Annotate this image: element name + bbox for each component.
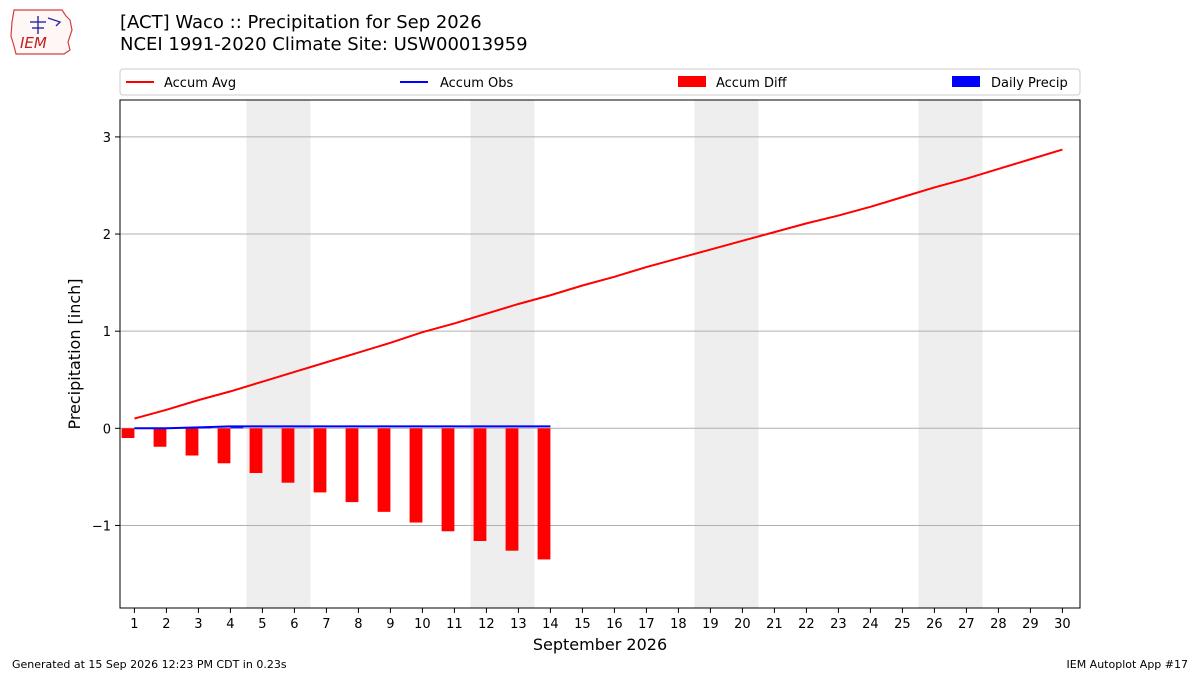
x-tick-label: 11 bbox=[446, 617, 463, 632]
legend-label: Accum Diff bbox=[716, 76, 788, 91]
legend-swatch bbox=[952, 76, 980, 87]
x-tick-label: 30 bbox=[1054, 617, 1071, 632]
x-tick-label: 27 bbox=[958, 617, 975, 632]
accum-diff-bar bbox=[473, 428, 487, 541]
x-tick-label: 18 bbox=[670, 617, 687, 632]
y-tick-label: 0 bbox=[103, 422, 111, 437]
accum-diff-bar bbox=[217, 428, 231, 464]
plot-frame bbox=[119, 99, 1081, 609]
accum-diff-bar bbox=[185, 428, 199, 456]
x-tick-label: 16 bbox=[606, 617, 623, 632]
x-tick-label: 20 bbox=[734, 617, 751, 632]
accum-diff-bar bbox=[441, 428, 455, 532]
x-tick-label: 8 bbox=[354, 617, 362, 632]
x-tick-label: 28 bbox=[990, 617, 1007, 632]
iem-logo: IEM bbox=[8, 6, 80, 58]
accum-diff-bar bbox=[313, 428, 327, 493]
x-tick-label: 23 bbox=[830, 617, 847, 632]
legend: Accum Avg Accum Obs Accum Diff Daily Precip bbox=[119, 68, 1081, 96]
legend-label: Accum Avg bbox=[164, 76, 236, 91]
accum-avg-line bbox=[134, 148, 1063, 420]
x-tick-label: 29 bbox=[1022, 617, 1039, 632]
iem-logo-graphic: IEM bbox=[10, 9, 73, 55]
accum-diff-bar bbox=[505, 428, 519, 551]
y-tick-label: 2 bbox=[103, 228, 111, 243]
legend-label: Daily Precip bbox=[991, 76, 1068, 91]
chart-title: [ACT] Waco :: Precipitation for Sep 2026… bbox=[120, 12, 528, 56]
svg-text:IEM: IEM bbox=[20, 34, 47, 52]
x-tick-label: 5 bbox=[258, 617, 266, 632]
x-tick-label: 3 bbox=[194, 617, 202, 632]
x-axis-label: September 2026 bbox=[533, 635, 667, 654]
footer-app: IEM Autoplot App #17 bbox=[1066, 658, 1189, 671]
x-tick-label: 9 bbox=[386, 617, 394, 632]
legend-box bbox=[119, 68, 1081, 96]
weekend-band bbox=[918, 100, 983, 608]
accum-diff-bar bbox=[409, 428, 423, 523]
x-tick-label: 6 bbox=[290, 617, 298, 632]
title-line-1: [ACT] Waco :: Precipitation for Sep 2026 bbox=[120, 12, 482, 33]
accum-diff-bar bbox=[281, 428, 295, 483]
x-tick-label: 17 bbox=[638, 617, 655, 632]
x-tick-label: 21 bbox=[766, 617, 783, 632]
x-tick-label: 4 bbox=[226, 617, 234, 632]
weekend-band bbox=[246, 100, 311, 608]
footer-generated: Generated at 15 Sep 2026 12:23 PM CDT in… bbox=[12, 658, 287, 671]
x-tick-label: 12 bbox=[478, 617, 495, 632]
x-tick-label: 2 bbox=[162, 617, 170, 632]
x-tick-label: 24 bbox=[862, 617, 879, 632]
x-tick-label: 26 bbox=[926, 617, 943, 632]
x-tick-label: 13 bbox=[510, 617, 527, 632]
legend-label: Accum Obs bbox=[440, 76, 513, 91]
title-line-2: NCEI 1991-2020 Climate Site: USW00013959 bbox=[120, 34, 528, 55]
y-tick-label: 1 bbox=[103, 325, 111, 340]
x-tick-label: 7 bbox=[322, 617, 330, 632]
y-axis-label: Precipitation [inch] bbox=[65, 278, 84, 429]
x-tick-label: 25 bbox=[894, 617, 911, 632]
y-tick-label: −1 bbox=[92, 519, 111, 534]
legend-swatch bbox=[678, 76, 706, 87]
accum-diff-bar bbox=[537, 428, 551, 560]
accum-diff-bar bbox=[153, 428, 167, 447]
x-tick-label: 22 bbox=[798, 617, 815, 632]
x-tick-label: 14 bbox=[542, 617, 559, 632]
x-tick-label: 1 bbox=[130, 617, 138, 632]
daily-precip-bar bbox=[230, 427, 244, 429]
accum-diff-bar bbox=[121, 428, 135, 439]
accum-diff-bar bbox=[377, 428, 391, 512]
weekend-band bbox=[694, 100, 759, 608]
x-tick-label: 15 bbox=[574, 617, 591, 632]
accum-obs-line bbox=[134, 425, 551, 430]
x-tick-label: 19 bbox=[702, 617, 719, 632]
y-tick-label: 3 bbox=[103, 131, 111, 146]
accum-diff-bar bbox=[249, 428, 263, 473]
accum-diff-bar bbox=[345, 428, 359, 503]
x-tick-label: 10 bbox=[414, 617, 431, 632]
